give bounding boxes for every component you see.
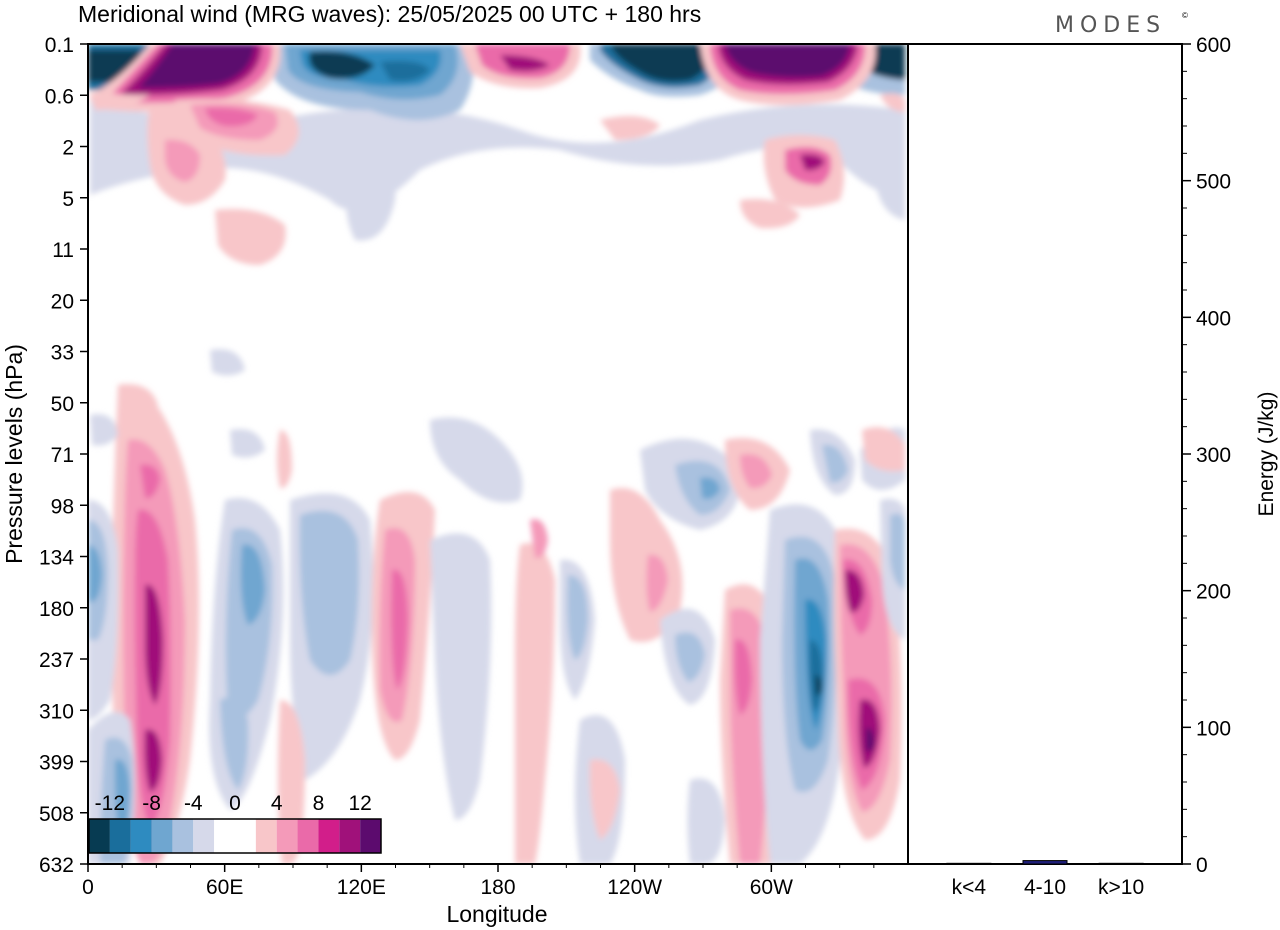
pressure-tick-label: 98	[51, 495, 74, 518]
pressure-tick-label: 33	[51, 342, 74, 365]
energy-panel-frame	[907, 43, 1183, 865]
energy-tick-label: 600	[1196, 34, 1231, 57]
y-axis-label: Pressure levels (hPa)	[1, 344, 27, 564]
longitude-tick-label: 60W	[750, 876, 793, 899]
longitude-axis: 0 60E 120E 180 120W 60W	[82, 864, 875, 899]
colorbar-swatch	[318, 819, 340, 853]
energy-bar	[946, 862, 992, 865]
energy-bars: k<4 4-10 k>10	[946, 860, 1144, 899]
pressure-tick-label: 11	[52, 239, 74, 262]
colorbar-swatch	[172, 819, 194, 853]
brand-mark: ©	[1182, 11, 1188, 20]
energy-tick-label: 200	[1196, 581, 1231, 604]
pressure-tick-label: 632	[39, 854, 74, 877]
longitude-tick-label: 60E	[206, 876, 243, 899]
pressure-tick-label: 399	[39, 752, 74, 775]
colorbar-frame	[88, 818, 382, 854]
modes-logo: MODES ©	[1055, 11, 1188, 38]
energy-bar	[1098, 862, 1144, 865]
pressure-axis: 0.1 0.6 2 5 11 20 33 50 71 98 134 180 237 310 399 508 63…	[39, 34, 88, 877]
colorbar-swatch	[339, 819, 361, 853]
pressure-tick-label: 180	[39, 598, 74, 621]
colorbar-label: -8	[142, 792, 161, 815]
energy-tick-label: 100	[1196, 717, 1231, 740]
energy-category-label: k>10	[1098, 876, 1144, 899]
pressure-tick-label: 134	[39, 547, 74, 570]
colorbar-swatch	[109, 819, 131, 853]
longitude-tick-label: 120E	[337, 876, 386, 899]
colorbar-swatch	[235, 819, 256, 853]
energy-tick-label: 0	[1196, 854, 1208, 877]
colorbar-swatch	[255, 819, 277, 853]
energy-tick-label: 500	[1196, 171, 1231, 194]
colorbar-label: -4	[184, 792, 203, 815]
pressure-tick-label: 310	[39, 700, 74, 723]
heatmap-field	[88, 44, 908, 864]
pressure-tick-label: 5	[62, 188, 74, 211]
energy-axis-label: Energy (J/kg)	[1255, 392, 1278, 517]
colorbar-swatch	[130, 819, 152, 853]
brand-text: MODES	[1055, 13, 1166, 38]
energy-axis: 0 100 200 300 400 500 600	[1182, 34, 1231, 877]
chart-title: Meridional wind (MRG waves): 25/05/2025 …	[78, 1, 701, 27]
energy-category-label: k<4	[952, 876, 987, 899]
pressure-tick-label: 0.1	[45, 34, 74, 57]
pressure-tick-label: 237	[39, 649, 74, 672]
colorbar-label: -12	[95, 792, 125, 815]
energy-category-label: 4-10	[1024, 876, 1066, 899]
colorbar-legend: -12 -8 -4 0 4 8 12	[88, 792, 382, 854]
colorbar-swatch	[193, 819, 215, 853]
pressure-tick-label: 508	[39, 803, 74, 826]
colorbar-swatch	[297, 819, 319, 853]
pressure-tick-label: 71	[51, 444, 74, 467]
colorbar-label: 12	[348, 792, 371, 815]
colorbar-swatch	[151, 819, 173, 853]
pressure-tick-label: 2	[62, 137, 74, 160]
pressure-tick-label: 20	[51, 290, 74, 313]
colorbar-swatch	[214, 819, 235, 853]
pressure-tick-label: 50	[51, 393, 74, 416]
pressure-tick-label: 0.6	[45, 85, 74, 108]
energy-tick-label: 300	[1196, 444, 1231, 467]
x-axis-label: Longitude	[446, 901, 547, 927]
energy-tick-label: 400	[1196, 307, 1231, 330]
colorbar-label: 4	[271, 792, 283, 815]
colorbar-swatch	[89, 819, 110, 853]
colorbar-label: 0	[229, 792, 241, 815]
energy-bar	[1022, 860, 1068, 865]
longitude-tick-label: 120W	[607, 876, 662, 899]
longitude-tick-label: 0	[82, 876, 94, 899]
wind-field-shapes	[88, 44, 905, 864]
colorbar-swatch	[360, 819, 381, 853]
colorbar-swatch	[276, 819, 298, 853]
longitude-tick-label: 180	[480, 876, 515, 899]
colorbar-label: 8	[313, 792, 325, 815]
